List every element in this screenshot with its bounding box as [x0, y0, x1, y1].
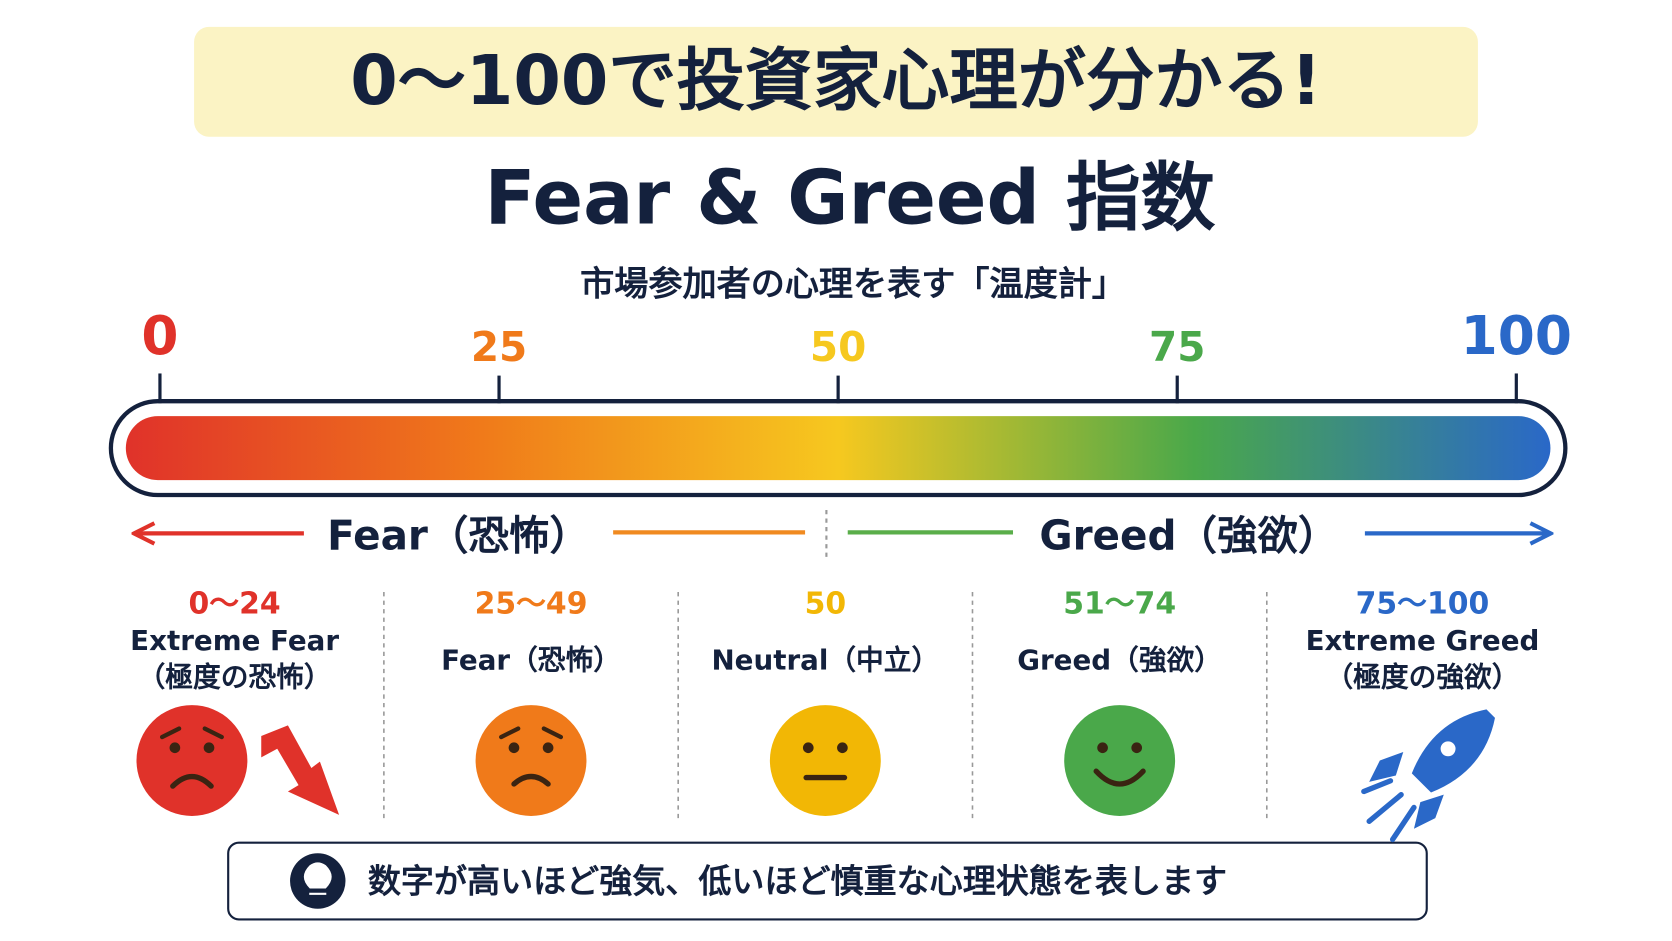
zone-range: 25〜49: [475, 586, 588, 621]
zone-range: 75〜100: [1356, 586, 1490, 621]
zone-label: （極度の恐怖）: [138, 660, 332, 693]
rocket-window: [1440, 741, 1456, 757]
zone-range: 0〜24: [189, 586, 281, 621]
header-box: [194, 26, 1478, 137]
subtitle: 市場参加者の心理を表す「温度計」: [580, 265, 1126, 305]
title: Fear & Greed 指数: [485, 154, 1216, 241]
eye: [508, 742, 520, 754]
eye: [1097, 742, 1108, 754]
eye: [837, 742, 848, 754]
zone-label: Extreme Greed: [1306, 624, 1540, 657]
brow: [159, 726, 224, 740]
note-box: [227, 841, 1428, 921]
fear-label: Fear（恐怖）: [327, 512, 590, 560]
note: 数字が高いほど強気、低いほど慎重な心理状態を表します: [368, 862, 1227, 901]
eye: [542, 742, 554, 754]
scale-tick-label: 25: [471, 323, 527, 371]
zone-label: Fear（恐怖）: [441, 643, 621, 676]
greed-label: Greed（強欲）: [1039, 512, 1338, 560]
scale-tick-label: 75: [1149, 323, 1205, 371]
header-title: 0〜100で投資家心理が分かる!: [350, 42, 1322, 121]
face: [136, 705, 248, 816]
scale-tick-label: 50: [810, 323, 866, 371]
zone-label: Extreme Fear: [130, 624, 339, 657]
mouth: [1093, 768, 1146, 787]
rocket-trail: [1361, 778, 1417, 843]
gradient-bar: [125, 416, 1551, 481]
zone-label: Neutral（中立）: [711, 643, 939, 676]
eye: [1131, 742, 1143, 754]
mouth: [511, 773, 551, 787]
zone-range: 51〜74: [1063, 586, 1176, 621]
scale-tick-label: 0: [141, 305, 178, 367]
zone-range: 50: [805, 586, 847, 621]
zone-label: （極度の強欲）: [1325, 660, 1519, 693]
zone-label: Greed（強欲）: [1017, 643, 1222, 676]
mouth: [170, 773, 214, 789]
down-arrow: [261, 725, 340, 815]
eye: [169, 742, 181, 754]
scale-tick-label: 100: [1461, 305, 1572, 367]
brow: [499, 726, 564, 740]
eye: [203, 742, 215, 754]
lightbulb: [303, 862, 332, 895]
rocket: [1369, 709, 1495, 829]
eye: [802, 742, 814, 754]
face: [475, 705, 587, 816]
face: [1064, 705, 1176, 816]
face: [769, 705, 881, 816]
